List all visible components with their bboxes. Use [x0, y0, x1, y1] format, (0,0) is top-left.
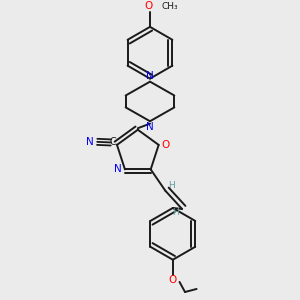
- Text: O: O: [144, 1, 153, 11]
- Text: N: N: [146, 122, 154, 132]
- Text: O: O: [169, 275, 177, 285]
- Text: N: N: [146, 71, 154, 81]
- Text: H: H: [172, 208, 179, 217]
- Text: C: C: [110, 137, 117, 147]
- Text: O: O: [161, 140, 170, 150]
- Text: H: H: [168, 181, 175, 190]
- Text: N: N: [114, 164, 122, 174]
- Text: N: N: [86, 137, 94, 147]
- Text: CH₃: CH₃: [162, 2, 178, 11]
